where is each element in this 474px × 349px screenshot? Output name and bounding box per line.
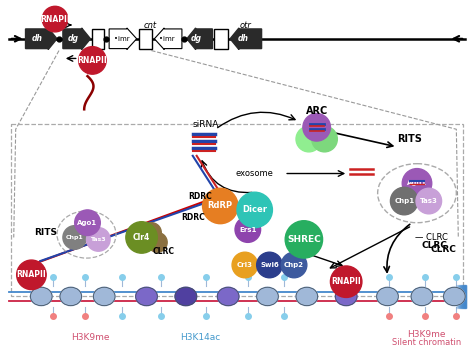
Ellipse shape <box>378 164 456 223</box>
Text: Chp2: Chp2 <box>284 262 304 268</box>
Circle shape <box>235 217 261 242</box>
FancyArrow shape <box>155 28 182 50</box>
Ellipse shape <box>444 287 465 306</box>
Text: Crl3: Crl3 <box>237 262 253 268</box>
Text: RNAPII: RNAPII <box>40 15 70 24</box>
Text: cnt: cnt <box>144 22 157 30</box>
Text: RITS: RITS <box>34 228 57 237</box>
FancyArrow shape <box>109 28 137 50</box>
FancyArrow shape <box>230 28 262 50</box>
Ellipse shape <box>136 287 157 306</box>
Circle shape <box>17 260 46 290</box>
FancyBboxPatch shape <box>138 29 153 49</box>
Circle shape <box>402 169 432 198</box>
Bar <box>464 285 465 308</box>
Text: exosome: exosome <box>236 169 273 178</box>
Circle shape <box>281 252 307 278</box>
Ellipse shape <box>30 287 52 306</box>
Bar <box>462 285 463 308</box>
Circle shape <box>75 210 100 236</box>
Text: Chp1: Chp1 <box>66 235 83 240</box>
Text: dh: dh <box>237 34 248 43</box>
Bar <box>461 285 462 308</box>
Circle shape <box>63 226 87 249</box>
Bar <box>456 285 457 308</box>
Bar <box>458 285 459 308</box>
Bar <box>460 285 461 308</box>
Circle shape <box>42 6 68 32</box>
Text: Silent chromatin: Silent chromatin <box>392 338 462 347</box>
Bar <box>457 285 458 308</box>
Circle shape <box>126 222 157 253</box>
FancyArrow shape <box>63 28 91 50</box>
Ellipse shape <box>257 287 278 306</box>
Circle shape <box>257 252 282 278</box>
Text: RNAPII: RNAPII <box>17 270 46 279</box>
Bar <box>464 285 465 308</box>
Text: dg: dg <box>191 34 202 43</box>
Bar <box>463 285 464 308</box>
Bar <box>459 285 460 308</box>
Text: CLRC: CLRC <box>422 241 447 250</box>
Text: — CLRC: — CLRC <box>415 233 448 242</box>
Text: H3K9me: H3K9me <box>71 333 109 342</box>
Ellipse shape <box>93 287 115 306</box>
Text: Clr4: Clr4 <box>133 233 150 242</box>
Text: Ago1: Ago1 <box>407 180 427 186</box>
Text: •imr: •imr <box>159 36 175 42</box>
Circle shape <box>285 221 323 258</box>
Ellipse shape <box>411 287 433 306</box>
Circle shape <box>303 113 330 141</box>
Circle shape <box>416 188 442 214</box>
Text: siRNA: siRNA <box>192 120 219 129</box>
Text: Dicer: Dicer <box>242 206 267 214</box>
Ellipse shape <box>60 287 82 306</box>
Circle shape <box>237 192 273 228</box>
Text: CLRC: CLRC <box>430 245 456 254</box>
Circle shape <box>142 223 161 242</box>
Text: ARC: ARC <box>306 105 328 116</box>
Text: RNAPII: RNAPII <box>78 56 107 65</box>
Text: otr: otr <box>240 22 252 30</box>
Text: Chp1: Chp1 <box>394 198 414 204</box>
Circle shape <box>147 232 167 252</box>
Text: RNAPII: RNAPII <box>331 277 361 286</box>
Circle shape <box>391 187 418 215</box>
Bar <box>465 285 466 308</box>
Text: RdRP: RdRP <box>208 201 233 210</box>
Text: CLRC: CLRC <box>152 247 174 256</box>
FancyArrow shape <box>187 28 212 50</box>
Text: dg: dg <box>67 34 78 43</box>
FancyBboxPatch shape <box>214 29 228 49</box>
Circle shape <box>296 126 321 152</box>
Circle shape <box>202 188 238 224</box>
Text: RDRC: RDRC <box>189 192 212 201</box>
Text: Tas3: Tas3 <box>91 237 106 242</box>
Ellipse shape <box>377 287 398 306</box>
Circle shape <box>312 126 337 152</box>
Circle shape <box>79 47 106 74</box>
Text: H3K14ac: H3K14ac <box>181 333 221 342</box>
Text: RDRC: RDRC <box>181 213 205 222</box>
Text: •imr: •imr <box>114 36 130 42</box>
FancyArrow shape <box>26 28 57 50</box>
Ellipse shape <box>296 287 318 306</box>
Circle shape <box>232 252 258 278</box>
Text: RITS: RITS <box>397 134 421 144</box>
FancyBboxPatch shape <box>92 29 104 49</box>
Ellipse shape <box>175 287 197 306</box>
Text: Swi6: Swi6 <box>260 262 279 268</box>
Circle shape <box>330 266 362 297</box>
Ellipse shape <box>217 287 239 306</box>
Circle shape <box>87 228 110 251</box>
Ellipse shape <box>336 287 357 306</box>
Bar <box>465 285 466 308</box>
Text: SHREC: SHREC <box>287 235 321 244</box>
Text: H3K9me: H3K9me <box>408 330 446 339</box>
Text: Ago1: Ago1 <box>77 220 98 226</box>
Text: dh: dh <box>32 34 43 43</box>
Text: Tas3: Tas3 <box>420 198 438 204</box>
Text: Ers1: Ers1 <box>239 227 256 232</box>
